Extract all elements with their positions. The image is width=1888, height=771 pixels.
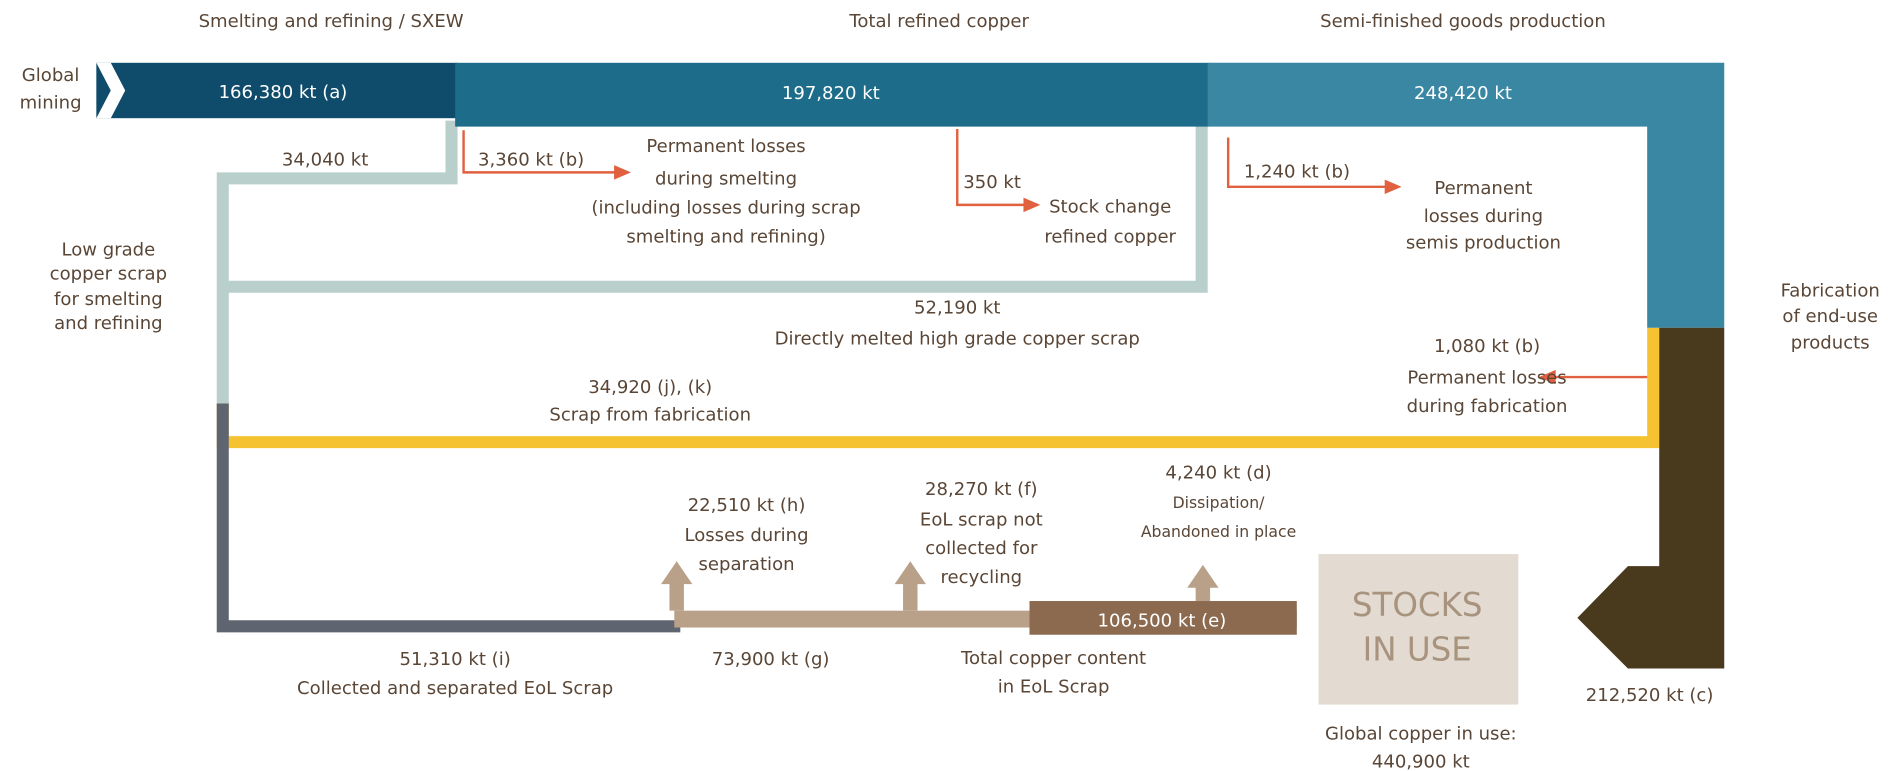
- label: Dissipation/: [1173, 493, 1266, 512]
- stocks-label: IN USE: [1363, 631, 1472, 669]
- label: Collected and separated EoL Scrap: [297, 678, 613, 699]
- arrow-heads: [614, 165, 1556, 385]
- chevron: [96, 62, 126, 119]
- amount: 22,510 kt (h): [688, 495, 806, 516]
- label: losses during: [1424, 206, 1543, 227]
- label: Total copper content: [960, 648, 1146, 669]
- label: Scrap from fabrication: [549, 405, 751, 426]
- flows: [96, 62, 1725, 705]
- header: Total refined copper: [848, 11, 1029, 32]
- header: Semi-finished goods production: [1320, 11, 1606, 32]
- stocks-label: STOCKS: [1352, 586, 1483, 624]
- label: and refining: [54, 313, 163, 334]
- end-use-flow: [1577, 327, 1725, 669]
- arrow-head: [1023, 197, 1041, 213]
- mining-bar: [96, 62, 458, 119]
- arrow-head: [1384, 179, 1402, 195]
- amount: 51,310 kt (i): [400, 649, 511, 670]
- arrow: [1226, 137, 1388, 189]
- label: collected for: [925, 538, 1038, 559]
- label: Low grade: [61, 240, 155, 261]
- amount: 1,080 kt (b): [1434, 336, 1540, 357]
- amount: 73,900 kt (g): [712, 649, 830, 670]
- arrow: [462, 130, 617, 174]
- label: during fabrication: [1407, 396, 1568, 417]
- amount: 4,240 kt (d): [1165, 462, 1271, 483]
- label: EoL scrap not: [920, 509, 1043, 530]
- label: in EoL Scrap: [998, 677, 1110, 698]
- label: Global copper in use:: [1325, 724, 1517, 745]
- amount: 350 kt: [963, 172, 1021, 193]
- label: mining: [20, 93, 82, 114]
- label: Fabrication: [1781, 281, 1880, 302]
- label: Stock change: [1049, 196, 1171, 217]
- collected-flow: [216, 403, 681, 633]
- label: Directly melted high grade copper scrap: [775, 329, 1140, 350]
- amount: 440,900 kt: [1372, 751, 1470, 771]
- stocks-box: [1318, 554, 1519, 705]
- label: Permanent: [1434, 178, 1532, 199]
- amount: 166,380 kt (a): [219, 82, 348, 103]
- amount: 106,500 kt (e): [1098, 611, 1227, 632]
- amount: 34,040 kt: [282, 149, 368, 170]
- arrow: [956, 129, 1026, 207]
- label: copper scrap: [50, 264, 167, 285]
- amount: 1,240 kt (b): [1244, 161, 1350, 182]
- amount: 34,920 (j), (k): [588, 377, 712, 398]
- eol-total-flow: [1029, 601, 1297, 635]
- arrow-head: [1538, 369, 1556, 385]
- label: (including losses during scrap: [591, 198, 860, 219]
- label: during smelting: [655, 169, 797, 190]
- label: Permanent losses: [646, 136, 805, 157]
- label: semis production: [1406, 232, 1561, 253]
- label: recycling: [941, 567, 1023, 588]
- amount: 3,360 kt (b): [478, 149, 584, 170]
- refined-bar: [455, 62, 1209, 127]
- label: products: [1791, 332, 1870, 353]
- loss-arrows: [462, 129, 1648, 379]
- label: for smelting: [54, 289, 163, 310]
- amount: 28,270 kt (f): [925, 479, 1038, 500]
- label: smelting and refining): [626, 226, 825, 247]
- label: Permanent losses: [1407, 367, 1566, 388]
- low-grade-flow: [216, 120, 458, 410]
- label: Abandoned in place: [1141, 522, 1296, 541]
- arrow-head: [614, 165, 631, 180]
- amount: 197,820 kt: [782, 83, 880, 104]
- amount: 212,520 kt (c): [1586, 685, 1714, 706]
- label: Global: [22, 65, 80, 86]
- up-arrow: [894, 561, 926, 611]
- up-arrow: [661, 561, 693, 611]
- label: separation: [698, 554, 794, 575]
- high-grade-flow: [222, 125, 1208, 293]
- label: refined copper: [1044, 226, 1176, 247]
- up-arrow: [1187, 564, 1219, 602]
- label: of end-use: [1782, 306, 1878, 327]
- header: Smelting and refining / SXEW: [199, 11, 464, 32]
- semis-bar: [1207, 62, 1725, 328]
- amount: 52,190 kt: [914, 297, 1000, 318]
- label: Losses during: [685, 525, 809, 546]
- amount: 248,420 kt: [1414, 83, 1512, 104]
